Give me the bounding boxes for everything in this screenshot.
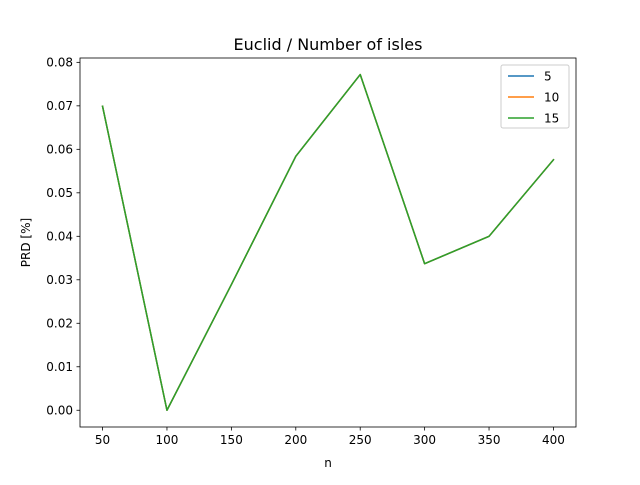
legend-box (500, 64, 570, 129)
x-tick-label: 300 (413, 433, 436, 447)
y-tick-label: 0.03 (46, 273, 73, 287)
legend-label: 5 (544, 69, 552, 83)
y-tick-label: 0.00 (46, 404, 73, 418)
y-tick-label: 0.06 (46, 143, 73, 157)
y-axis-ticks: 0.00 0.01 0.02 0.03 0.04 0.05 0.06 0.07 0.08 (46, 56, 80, 418)
y-tick-label: 0.04 (46, 230, 73, 244)
x-tick-label: 150 (220, 433, 243, 447)
y-tick-label: 0.01 (46, 360, 73, 374)
x-axis-ticks: 50 100 150 200 250 300 350 400 (95, 427, 565, 447)
series-layer (101, 73, 555, 412)
legend-label: 10 (544, 90, 559, 104)
y-tick-label: 0.08 (46, 56, 73, 70)
x-tick-label: 200 (284, 433, 307, 447)
x-tick-label: 350 (478, 433, 501, 447)
y-axis-label: PRD [%] (19, 218, 33, 267)
legend: 5 10 15 (500, 64, 570, 129)
plot-area (80, 58, 576, 427)
x-tick-label: 100 (156, 433, 179, 447)
x-tick-label: 50 (95, 433, 110, 447)
x-tick-label: 250 (349, 433, 372, 447)
chart-title: Euclid / Number of isles (234, 35, 423, 54)
legend-label: 15 (544, 111, 559, 125)
x-tick-label: 400 (542, 433, 565, 447)
x-axis-label: n (324, 456, 332, 470)
axes-frame (79, 57, 577, 428)
y-tick-label: 0.05 (46, 186, 73, 200)
y-tick-label: 0.02 (46, 317, 73, 331)
series-line-15 (101, 73, 555, 412)
y-tick-label: 0.07 (46, 99, 73, 113)
